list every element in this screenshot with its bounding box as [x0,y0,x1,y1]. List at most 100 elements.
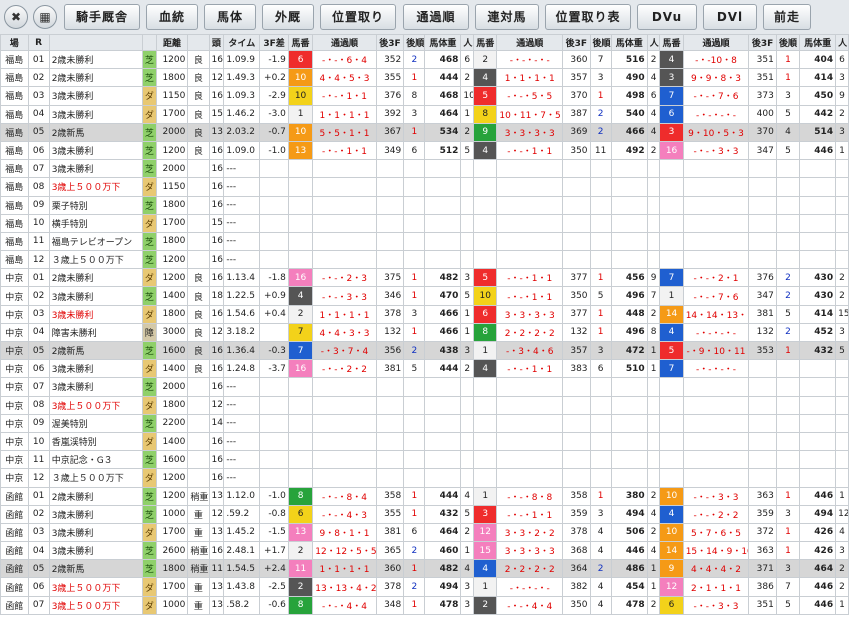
empty-cell [682,450,750,470]
column-header[interactable]: 馬番 [287,34,314,51]
column-header[interactable]: 後順 [403,34,426,51]
column-header[interactable]: 3F差 [259,34,289,51]
body-button[interactable]: 馬体 [204,4,256,30]
table-row[interactable]: 中京 12 ３歳上５００万下ダ 1200 16 --- [0,468,849,488]
table-row[interactable]: 福島 11 福島テレビオープン芝 1800 16 --- [0,231,849,252]
position-button[interactable]: 位置取り [320,4,396,30]
last-3f-rank-cell: 1 [403,322,426,343]
passing-order-cell: -・3・4・6 [496,340,564,361]
jockey-stable-button[interactable]: 騎手厩舎 [64,4,140,30]
column-header[interactable]: タイム [223,34,261,51]
body-weight-cell: 450 [799,86,837,106]
table-row[interactable]: 函館 02 3歳未勝利芝 1000 重 12.59.2 -0.8 6 -・-・4・3 355 1 43… [0,504,849,524]
body-weight-cell: 472 [610,340,648,361]
column-header[interactable]: 馬体重 [610,34,648,51]
empty-cell [375,377,405,397]
table-row[interactable]: 中京 07 3歳未勝利芝 2000 16 --- [0,377,849,397]
table-row[interactable]: 福島 04 3歳未勝利ダ 1700 良 15 1.46.2 -3.0 1 1・1・1・1 392 3 4… [0,104,849,124]
field-size-cell: 13 [208,486,225,506]
column-header[interactable]: 馬体重 [799,34,837,51]
column-header[interactable]: 馬体重 [424,34,462,51]
grid-button[interactable]: ▦ [33,5,57,29]
table-row[interactable]: 中京 08 3歳上５００万下ダ 1800 12 --- [0,395,849,415]
table-row[interactable]: 函館 07 3歳上５００万下ダ 1000 重 13.58.2 -0.6 8 -・-・4・4 348… [0,595,849,615]
dvu-button[interactable]: DVu [637,4,697,30]
surface-cell: 芝 [141,504,157,524]
empty-cell [646,159,661,179]
previous-race-button[interactable]: 前走 [763,4,811,30]
table-row[interactable]: 函館 06 3歳上５００万下ダ 1700 重 13 1.43.8 -2.5 2 13・13・4・2… [0,577,849,597]
table-row[interactable]: 福島 10 横手特別ダ 1700 15 --- [0,213,849,233]
field-size-cell: 16 [208,304,225,324]
table-row[interactable]: 函館 05 2歳新馬芝 1800 稍重 11 1.54.5 +2.4 11 1・1・1・1 360 1… [0,559,849,579]
column-header[interactable]: 通過順 [682,34,750,51]
time-cell: --- [223,468,261,488]
column-header[interactable]: 場 [0,34,29,51]
table-row[interactable]: 中京 09 渥美特別芝 2200 14 --- [0,413,849,433]
column-header[interactable]: R [27,34,50,51]
table-row[interactable]: 福島 07 3歳未勝利芝 2000 16 --- [0,159,849,179]
empty-cell [589,431,612,452]
empty-cell [659,413,684,433]
column-header[interactable]: 頭 [208,34,225,51]
passing-order-cell: 3・3・3・3 [496,541,564,561]
column-header[interactable]: 人 [835,34,849,51]
popularity-cell: 3 [835,541,849,561]
empty-cell [646,195,661,215]
surface-cell: ダ [141,104,157,124]
position-table-button[interactable]: 位置取り表 [545,4,631,30]
table-row[interactable]: 中京 11 中京記念・G３ 芝 1600 16 --- [0,450,849,470]
column-header[interactable]: 後順 [775,34,801,51]
column-header[interactable]: 人 [460,34,475,51]
close-button[interactable]: ✖ [4,5,28,29]
table-row[interactable]: 中京 04 障害未勝利障 3000 良 12 3.18.2 7 4・4・3・3 132 1 466 1 8… [0,322,849,343]
column-header[interactable] [187,34,210,51]
column-header[interactable]: 通過順 [496,34,564,51]
table-row[interactable]: 福島 03 3歳未勝利ダ 1150 良 16 1.09.3 -2.9 10 -・-・1・1 376 8… [0,86,849,106]
empty-cell [375,413,405,433]
table-row[interactable]: 中京 10 香嵐渓特別ダ 1400 16 --- [0,431,849,452]
table-row[interactable]: 福島 01 2歳未勝利芝 1200 良 16 1.09.9 -1.9 6 -・-・6・4 352 2 4… [0,49,849,70]
table-row[interactable]: 中京 06 3歳未勝利ダ 1400 良 16 1.24.8 -3.7 16 -・-・2・2 381 5… [0,359,849,379]
body-weight-cell: 478 [610,595,648,615]
body-weight-cell: 414 [799,68,837,88]
column-header[interactable]: 馬番 [659,34,684,51]
table-row[interactable]: 福島 12 ３歳上５００万下芝 1200 16 --- [0,250,849,270]
passing-order-button[interactable]: 通過順 [403,4,469,30]
table-row[interactable]: 函館 01 2歳未勝利芝 1200 稍重 13 1.12.0 -1.0 8 -・-・8・4 358 1… [0,486,849,506]
top2-horses-button[interactable]: 連対馬 [475,4,539,30]
column-header[interactable] [141,34,157,51]
column-header[interactable] [48,34,143,51]
table-row[interactable]: 福島 02 2歳未勝利芝 1800 良 12 1.49.3 +0.2 10 4・4・5・3 355 1… [0,68,849,88]
diff-3f-cell [259,468,289,488]
table-row[interactable]: 中京 03 3歳未勝利ダ 1800 良 16 1.54.6 +0.4 2 1・1・1・1 378 3 4… [0,304,849,324]
diff-3f-cell [259,450,289,470]
bloodline-button[interactable]: 血統 [146,4,198,30]
table-row[interactable]: 福島 08 3歳上５００万下ダ 1150 16 --- [0,177,849,197]
table-row[interactable]: 中京 01 2歳未勝利ダ 1200 良 16 1.13.4 -1.8 16 -・-・2・3 375 1… [0,268,849,288]
outer-stable-button[interactable]: 外厩 [262,4,314,30]
column-header[interactable]: 距離 [155,34,189,51]
table-row[interactable]: 中京 05 2歳新馬芝 1600 良 16 1.36.4 -0.3 7 -・3・7・4 356 2 43… [0,340,849,361]
body-weight-cell: 460 [424,541,462,561]
table-row[interactable]: 函館 03 3歳未勝利ダ 1700 重 13 1.45.2 -1.5 13 9・8・1・1 381 6… [0,522,849,543]
column-header[interactable]: 後3F [375,34,405,51]
table-row[interactable]: 函館 04 3歳未勝利芝 2600 稍重 16 2.48.1 +1.7 2 12・12・5・5 36… [0,541,849,561]
column-header[interactable]: 人 [646,34,661,51]
condition-cell: 良 [187,304,210,324]
condition-cell: 重 [187,504,210,524]
column-header[interactable]: 後3F [562,34,591,51]
horse-number-cell: 12 [659,577,684,597]
table-row[interactable]: 福島 09 栗子特別芝 1800 16 --- [0,195,849,215]
table-row[interactable]: 中京 02 3歳未勝利芝 1400 良 18 1.22.5 +0.9 4 -・-・3・3 346 1 4… [0,286,849,306]
table-row[interactable]: 福島 05 2歳新馬芝 2000 良 13 2.03.2 -0.7 10 5・5・1・1 367 1 5… [0,122,849,142]
table-row[interactable]: 福島 06 3歳未勝利芝 1200 良 16 1.09.0 -1.0 13 -・-・1・1 349 6… [0,140,849,161]
horse-number-cell: 4 [473,140,498,161]
body-weight-cell: 432 [799,340,837,361]
time-cell: .58.2 [223,595,261,615]
column-header[interactable]: 馬番 [473,34,498,51]
column-header[interactable]: 通過順 [312,34,377,51]
column-header[interactable]: 後順 [589,34,612,51]
dvl-button[interactable]: DVl [703,4,757,30]
column-header[interactable]: 後3F [748,34,777,51]
